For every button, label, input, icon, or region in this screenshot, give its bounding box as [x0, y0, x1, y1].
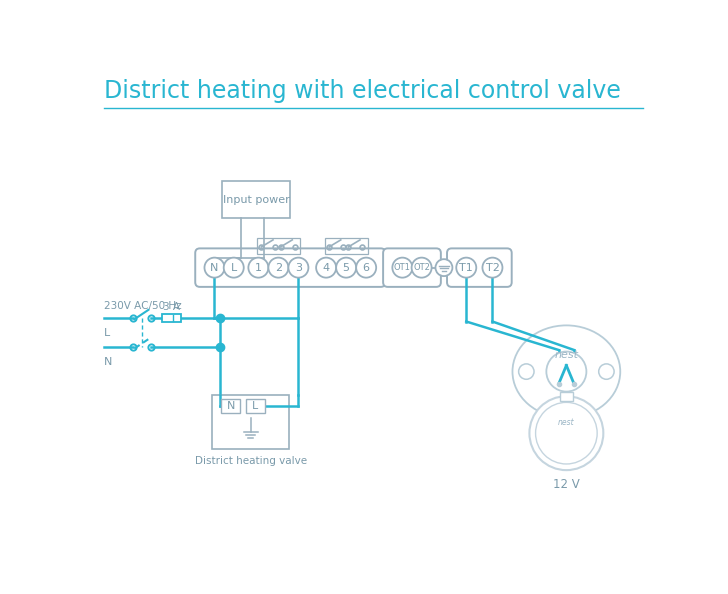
Ellipse shape — [513, 326, 620, 418]
Circle shape — [356, 258, 376, 277]
Text: District heating valve: District heating valve — [194, 456, 306, 466]
Circle shape — [269, 258, 288, 277]
Text: 4: 4 — [323, 263, 330, 273]
FancyBboxPatch shape — [195, 248, 385, 287]
Circle shape — [435, 259, 452, 276]
Text: T2: T2 — [486, 263, 499, 273]
Circle shape — [536, 402, 597, 464]
Circle shape — [411, 258, 432, 277]
Text: nest: nest — [558, 418, 574, 427]
Text: 5: 5 — [343, 263, 349, 273]
Text: 3 A: 3 A — [163, 302, 180, 312]
Circle shape — [483, 258, 502, 277]
Circle shape — [336, 258, 356, 277]
Text: 230V AC/50 Hz: 230V AC/50 Hz — [103, 301, 181, 311]
Text: N: N — [226, 401, 235, 411]
Text: 12 V: 12 V — [553, 478, 579, 491]
Circle shape — [223, 258, 244, 277]
Text: Input power: Input power — [223, 195, 290, 205]
Circle shape — [518, 364, 534, 380]
Text: N: N — [210, 263, 218, 273]
Text: 6: 6 — [363, 263, 370, 273]
Circle shape — [288, 258, 309, 277]
Text: L: L — [252, 401, 258, 411]
Circle shape — [546, 352, 586, 391]
FancyBboxPatch shape — [447, 248, 512, 287]
Circle shape — [316, 258, 336, 277]
Text: L: L — [103, 328, 110, 338]
Bar — [212, 394, 289, 448]
Circle shape — [529, 396, 604, 470]
Text: L: L — [231, 263, 237, 273]
Bar — [162, 314, 181, 321]
FancyBboxPatch shape — [383, 248, 441, 287]
Text: T1: T1 — [459, 263, 473, 273]
Text: 1: 1 — [255, 263, 262, 273]
Text: N: N — [103, 357, 112, 367]
Text: District heating with electrical control valve: District heating with electrical control… — [103, 79, 620, 103]
Text: nest: nest — [554, 350, 578, 359]
Circle shape — [392, 258, 412, 277]
Circle shape — [248, 258, 269, 277]
Text: OT1: OT1 — [394, 263, 411, 272]
Bar — [221, 399, 240, 413]
Bar — [257, 238, 300, 254]
Circle shape — [205, 258, 224, 277]
Bar — [246, 399, 264, 413]
Text: OT2: OT2 — [414, 263, 430, 272]
Circle shape — [598, 364, 614, 380]
Bar — [561, 391, 572, 401]
Text: 2: 2 — [275, 263, 282, 273]
Bar — [325, 238, 368, 254]
Circle shape — [456, 258, 476, 277]
Text: 3: 3 — [295, 263, 302, 273]
Bar — [222, 181, 290, 219]
